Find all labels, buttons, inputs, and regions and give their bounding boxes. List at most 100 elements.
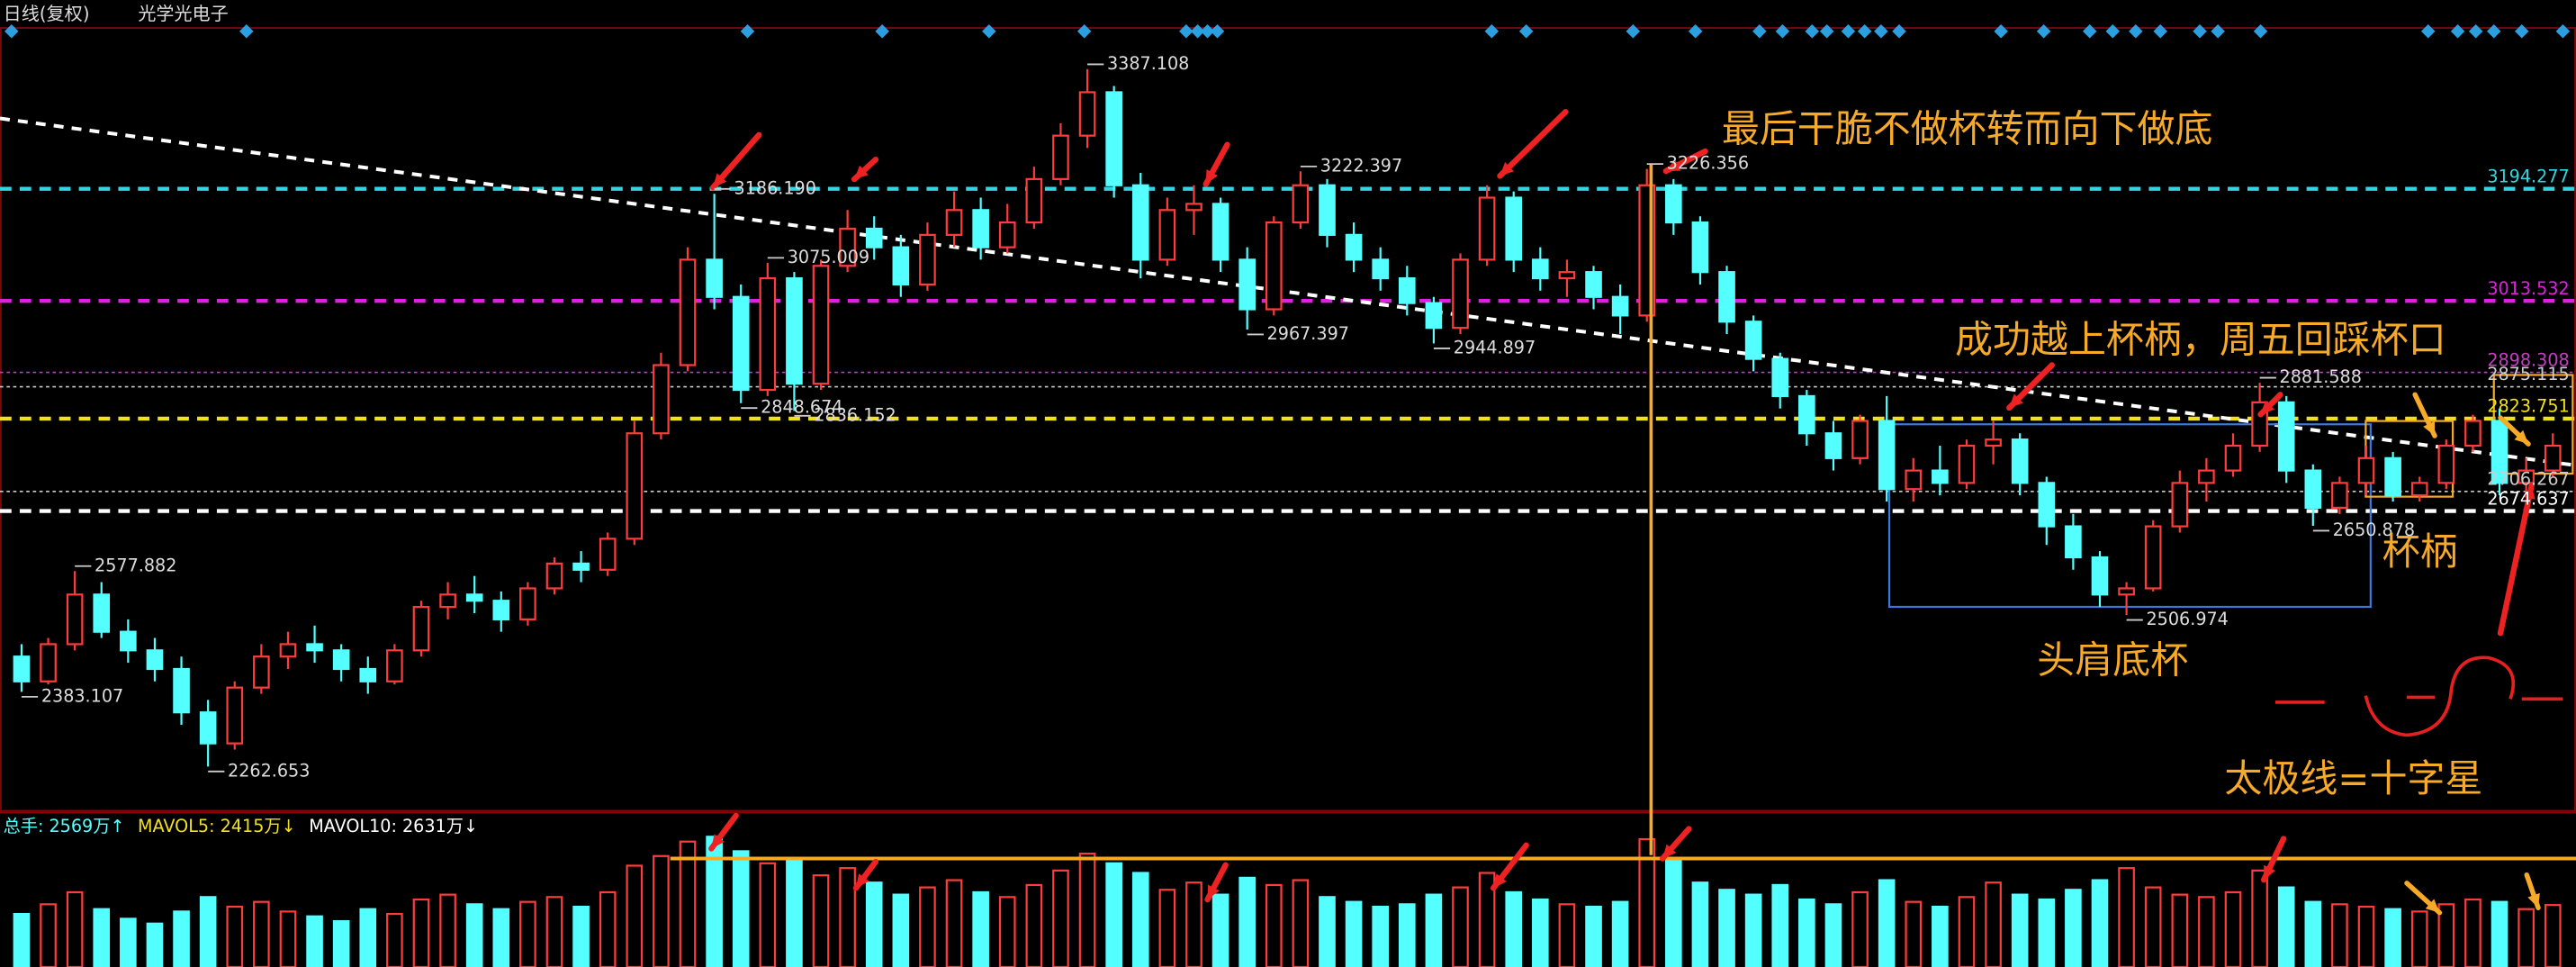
volume-bar [1878,879,1896,967]
volume-bar [2357,905,2375,967]
candle-body [1851,420,1869,459]
candle-body [492,600,510,620]
candle-body [2011,438,2029,484]
volume-bar [1958,896,1976,967]
annotation: 头肩底杯 [2037,638,2188,682]
volumes [13,836,2562,967]
volume-bar [226,905,244,967]
volume-bar [2544,904,2562,967]
arrow-head [854,165,869,180]
levels [0,186,2576,513]
volume-bar [1238,876,1256,967]
candle-body [1238,258,1256,311]
candle-body [465,593,483,602]
arrow-shaft [1497,109,1569,179]
candle-body [2224,444,2242,472]
arrow-head [1207,884,1220,900]
volume-bar [93,908,111,967]
candle-body [2384,456,2401,497]
volume-bar [40,903,57,967]
volume-bar [2490,900,2508,967]
candle-body [93,593,111,633]
volume-bar [653,854,670,967]
candle-body [679,258,697,366]
volume-bar [2171,893,2189,967]
candle-body [1691,221,1709,274]
candle-body [1398,276,1416,304]
chart-title: 日线(复权) [4,3,90,24]
candle-body [359,667,377,682]
volume-bar [1771,883,1789,967]
price-label: 2506.974 [2146,609,2228,629]
candle-body [1824,432,1842,459]
candle-body [2118,587,2135,596]
volume-bar [412,898,430,967]
arrow-head [2264,864,2276,881]
volume-bar [2144,886,2162,967]
arrow-head [1500,161,1515,176]
candle-body [2038,482,2056,528]
volume-bar [2517,908,2535,967]
volume-bar [2091,879,2109,967]
candle-body [2144,525,2162,590]
price-label: 3226.356 [1667,153,1749,174]
candle-body [1611,295,1629,317]
volume-bar [759,862,777,967]
volume-bar [1665,860,1682,967]
volume-bar [1611,900,1629,967]
candle-body [1798,394,1815,435]
candle-body [1292,184,1310,224]
volume-bar [1452,886,1469,967]
candle-body [1105,91,1122,186]
taiji-sketch [2274,655,2563,737]
volume-bar [2304,900,2322,967]
candle-body [1052,134,1069,180]
candle-body [13,655,31,682]
volume-bar [1824,903,1842,967]
volume-bar [66,890,84,967]
price-label: 2967.397 [1267,323,1349,344]
volume-bar [839,867,856,967]
candle-body [2437,444,2455,484]
volume-bar [439,893,456,967]
volume-bar [13,912,31,967]
candle-body [1345,233,1363,261]
candle-body [253,655,270,689]
level-label: 2823.751 [2487,396,2569,417]
volume-bar [2011,893,2029,967]
candle-body [732,295,750,392]
volume-bar [706,836,723,967]
arrow-head [1665,158,1681,171]
candle-body [653,364,670,435]
annotation: 成功越上杯柄，周五回踩杯口 [1955,317,2446,361]
candle-body [599,538,617,571]
volume-bar [1851,890,1869,967]
volume-bar [2038,898,2056,967]
candle-body [1452,258,1469,330]
candle-body [919,233,936,286]
candle-body [2304,469,2322,510]
volume-bar [2251,869,2268,967]
price-label: 3075.009 [788,247,869,267]
volume-bar [1585,905,1602,967]
volume-bar [2065,889,2082,967]
volume-bar [1211,893,1229,967]
volume-bar [1905,900,1923,967]
volume-bar [786,857,803,967]
candle-body [945,209,963,236]
volume-bar [1532,898,1549,967]
volume-bar [1798,898,1815,967]
candle-body [786,276,803,385]
price-label: 2383.107 [41,685,123,706]
candle-body [2331,482,2348,510]
volume-bar [279,910,297,967]
level-label: 2674.637 [2487,488,2569,509]
level-label: 3194.277 [2487,166,2569,186]
volume-bar [1078,852,1096,967]
volume-bar [1319,896,1336,967]
candle-body [1718,271,1735,323]
volume-bar [972,890,989,967]
arrow-head [2009,393,2023,408]
